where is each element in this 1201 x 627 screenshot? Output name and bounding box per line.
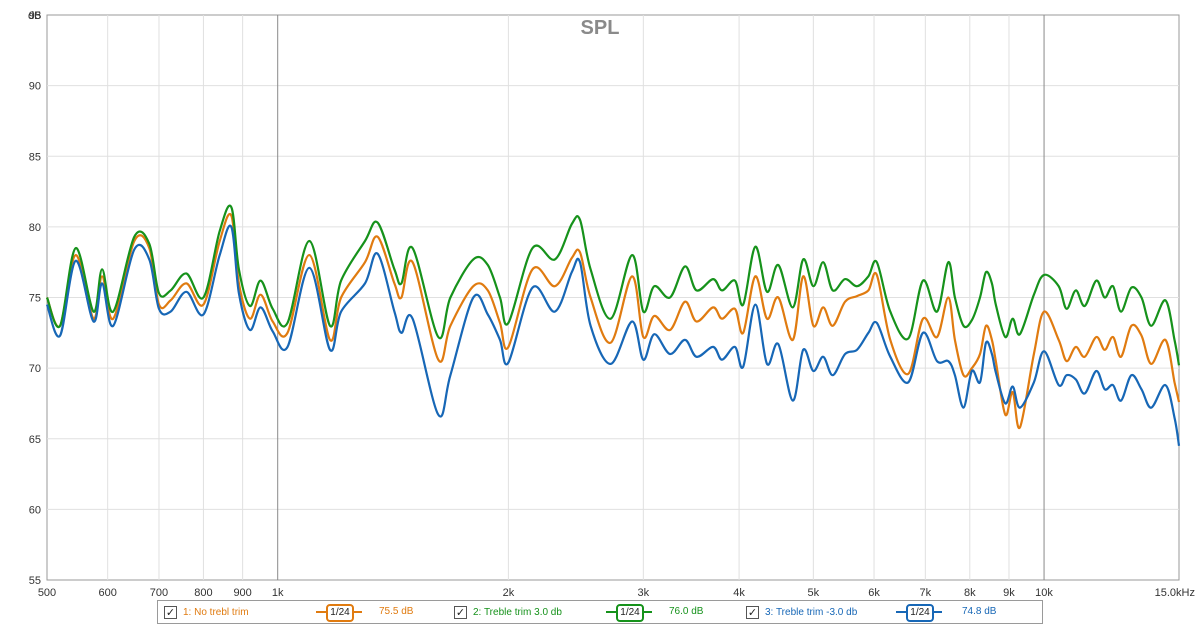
- smoothing-value-3: 1/24: [906, 604, 934, 622]
- x-tick-label: 600: [99, 587, 117, 599]
- y-tick-label: 55: [29, 575, 41, 587]
- spl-chart: 55 60 65 70 75 80 85 90 95 500 600 700 800 900 1k 2k 3k 4…: [28, 10, 1195, 599]
- legend-item-3[interactable]: ✓ 3: Treble trim -3.0 db: [746, 601, 857, 623]
- x-tick-label: 2k: [503, 587, 515, 599]
- smoothing-indicator-3[interactable]: 1/24: [896, 604, 942, 622]
- legend-level-3: 74.8 dB: [962, 606, 997, 617]
- y-tick-label: 75: [29, 293, 41, 305]
- x-tick-label: 7k: [920, 587, 932, 599]
- series-line-1: [45, 212, 1181, 429]
- legend-checkbox-3[interactable]: ✓: [746, 605, 759, 619]
- legend-label-3: 3: Treble trim -3.0 db: [765, 606, 858, 618]
- series-line-3: [45, 224, 1181, 446]
- y-tick-label: 70: [29, 363, 41, 375]
- x-tick-label: 10k: [1035, 587, 1053, 599]
- x-tick-label: 15.0kHz: [1155, 587, 1195, 599]
- smoothing-value-1: 1/24: [326, 604, 354, 622]
- series-line-2: [45, 204, 1181, 366]
- smoothing-indicator-2[interactable]: 1/24: [606, 604, 652, 622]
- y-axis-unit-label: dB: [28, 10, 41, 22]
- x-tick-label: 9k: [1003, 587, 1015, 599]
- legend-checkbox-1[interactable]: ✓: [164, 605, 177, 619]
- axis-labels: 55 60 65 70 75 80 85 90 95 500 600 700 800 900 1k 2k 3k 4…: [29, 10, 1195, 599]
- legend: ✓ 1: No trebl trim 1/24 75.5 dB ✓ 2: Tre…: [157, 600, 1043, 624]
- chart-title: SPL: [581, 17, 620, 39]
- y-tick-label: 85: [29, 151, 41, 163]
- x-tick-label: 3k: [638, 587, 650, 599]
- y-tick-label: 80: [29, 222, 41, 234]
- legend-level-1: 75.5 dB: [379, 606, 414, 617]
- legend-item-1[interactable]: ✓ 1: No trebl trim: [164, 601, 249, 623]
- legend-label-1: 1: No trebl trim: [183, 606, 249, 618]
- smoothing-value-2: 1/24: [616, 604, 644, 622]
- legend-checkbox-2[interactable]: ✓: [454, 605, 467, 619]
- x-tick-label: 4k: [733, 587, 745, 599]
- y-tick-label: 95: [29, 10, 41, 22]
- x-tick-label: 6k: [868, 587, 880, 599]
- legend-level-2: 76.0 dB: [669, 606, 704, 617]
- y-tick-label: 90: [29, 81, 41, 93]
- smoothing-indicator-1[interactable]: 1/24: [316, 604, 362, 622]
- legend-label-2: 2: Treble trim 3.0 db: [473, 606, 562, 618]
- series-lines: [45, 204, 1181, 446]
- x-tick-label: 700: [150, 587, 168, 599]
- x-tick-label: 500: [38, 587, 56, 599]
- x-tick-label: 5k: [808, 587, 820, 599]
- x-tick-label: 900: [233, 587, 251, 599]
- x-tick-label: 8k: [964, 587, 976, 599]
- legend-item-2[interactable]: ✓ 2: Treble trim 3.0 db: [454, 601, 562, 623]
- y-tick-label: 60: [29, 504, 41, 516]
- y-tick-label: 65: [29, 434, 41, 446]
- x-tick-label: 800: [194, 587, 212, 599]
- x-tick-label: 1k: [272, 587, 284, 599]
